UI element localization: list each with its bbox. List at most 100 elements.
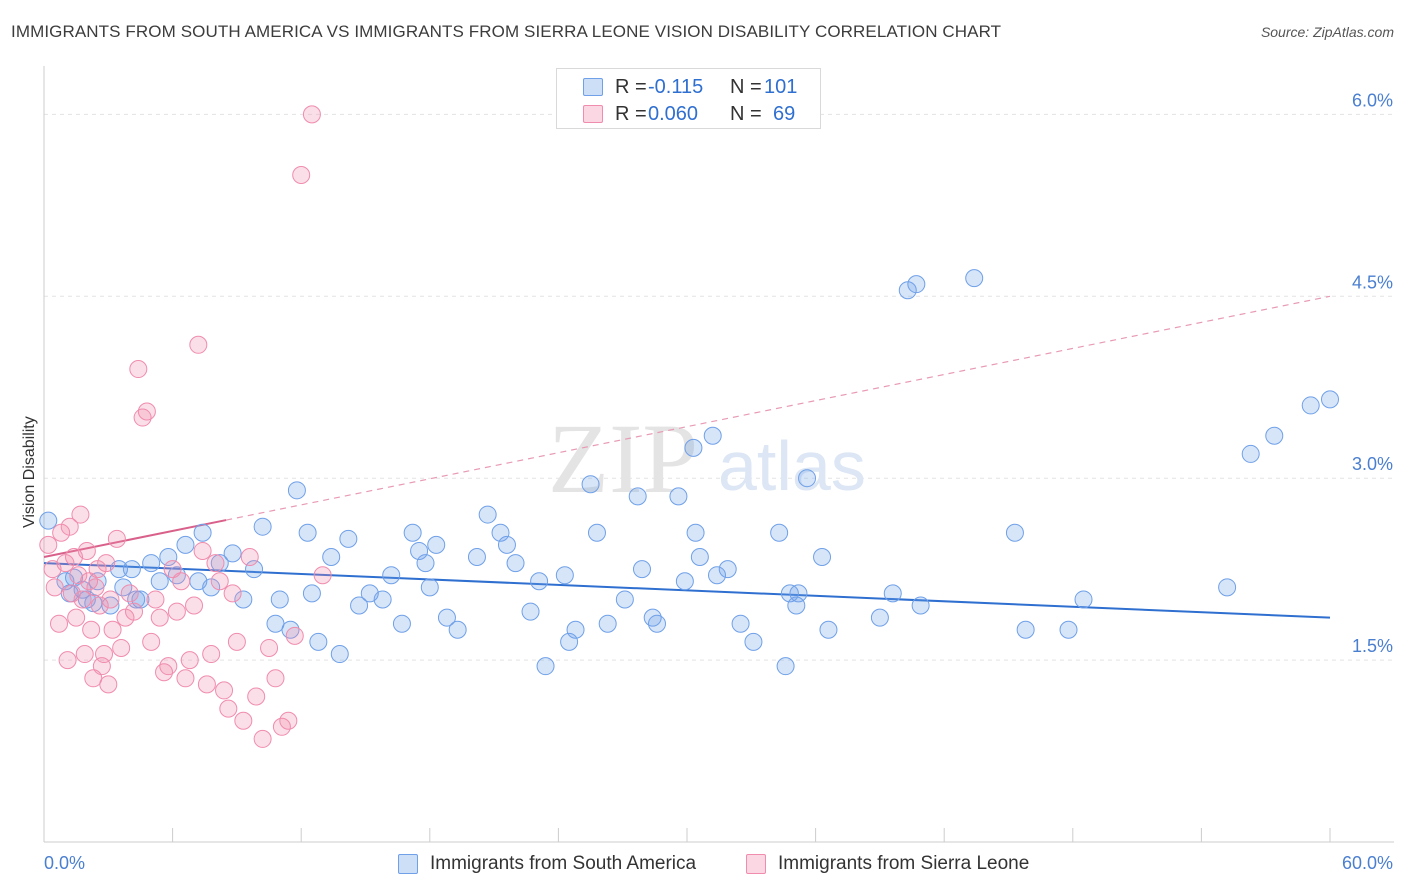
point-south-america (448, 620, 467, 639)
point-south-america (686, 523, 705, 542)
point-south-america (1074, 590, 1093, 609)
legend-r-value: 0.060 (648, 103, 699, 125)
point-sierra-leone (260, 638, 279, 657)
point-sierra-leone (223, 584, 242, 603)
y-tick-label: 3.0% (1352, 454, 1393, 474)
point-south-america (813, 548, 832, 567)
legend-r-value: -0.115 (648, 76, 704, 98)
point-south-america (1218, 578, 1237, 597)
point-south-america (497, 535, 516, 554)
legend-r-label: R = (615, 103, 647, 125)
point-sierra-leone (62, 584, 81, 603)
point-sierra-leone (75, 645, 94, 664)
y-tick-label: 4.5% (1352, 272, 1393, 292)
point-sierra-leone (215, 681, 234, 700)
point-sierra-leone (172, 572, 191, 591)
point-sierra-leone (112, 638, 131, 657)
point-south-america (1265, 426, 1284, 445)
point-sierra-leone (176, 669, 195, 688)
legend-n-label: N = (730, 103, 762, 125)
point-sierra-leone (240, 548, 259, 567)
point-sierra-leone (142, 632, 161, 651)
x-tick-label: 60.0% (1342, 853, 1393, 873)
point-sierra-leone (137, 402, 156, 421)
point-sierra-leone (99, 675, 118, 694)
point-sierra-leone (58, 651, 77, 670)
point-south-america (632, 560, 651, 579)
bottom-legend-label: Immigrants from South America (430, 853, 697, 874)
point-south-america (521, 602, 540, 621)
y-tick-label: 1.5% (1352, 636, 1393, 656)
point-sierra-leone (69, 566, 88, 585)
point-sierra-leone (39, 535, 58, 554)
bottom-legend-swatch-sierra-leone (746, 854, 766, 874)
point-south-america (731, 614, 750, 633)
point-sierra-leone (73, 590, 92, 609)
data-points (39, 105, 1339, 748)
y-axis-label: Vision Disability (21, 416, 38, 528)
point-south-america (870, 608, 889, 627)
point-sierra-leone (247, 687, 266, 706)
x-tick-label: 0.0% (44, 853, 85, 873)
stats-legend: R = -0.115 N = 101 R = 0.060 N = 69 (556, 68, 821, 129)
point-south-america (555, 566, 574, 585)
point-south-america (478, 505, 497, 524)
point-south-america (669, 487, 688, 506)
point-south-america (101, 596, 120, 615)
point-south-america (330, 645, 349, 664)
point-south-america (770, 523, 789, 542)
point-south-america (298, 523, 317, 542)
point-sierra-leone (150, 608, 169, 627)
tick-labels: 1.5% 3.0% 4.5% 6.0% 0.0% 60.0% (44, 90, 1393, 873)
point-south-america (253, 517, 272, 536)
point-south-america (628, 487, 647, 506)
point-south-america (403, 523, 422, 542)
trend-lines (43, 295, 1331, 619)
point-south-america (684, 438, 703, 457)
point-south-america (266, 614, 285, 633)
point-south-america (587, 523, 606, 542)
point-sierra-leone (279, 711, 298, 730)
point-south-america (373, 590, 392, 609)
point-sierra-leone (234, 711, 253, 730)
point-south-america (427, 535, 446, 554)
point-south-america (39, 511, 58, 530)
point-south-america (506, 554, 525, 573)
point-south-america (744, 632, 763, 651)
point-south-america (270, 590, 289, 609)
point-south-america (287, 481, 306, 500)
trend-line-sierra-leone (43, 519, 227, 558)
point-south-america (223, 544, 242, 563)
point-sierra-leone (197, 675, 216, 694)
point-south-america (159, 548, 178, 567)
source-label: Source: ZipAtlas.com (1260, 24, 1394, 40)
point-south-america (467, 548, 486, 567)
legend-n-value: 101 (764, 76, 798, 98)
point-sierra-leone (129, 360, 148, 379)
point-sierra-leone (82, 620, 101, 639)
point-sierra-leone (86, 578, 105, 597)
point-south-america (193, 523, 212, 542)
point-south-america (1059, 620, 1078, 639)
point-south-america (416, 554, 435, 573)
point-sierra-leone (253, 729, 272, 748)
point-south-america (536, 657, 555, 676)
point-south-america (245, 560, 264, 579)
bottom-legend-swatch-south-america (398, 854, 418, 874)
point-sierra-leone (146, 590, 165, 609)
point-south-america (1321, 390, 1339, 409)
point-south-america (309, 632, 328, 651)
point-south-america (1016, 620, 1035, 639)
point-south-america (302, 584, 321, 603)
trend-line-south-america (43, 562, 1331, 619)
legend-n-value: 69 (773, 103, 796, 125)
point-south-america (176, 535, 195, 554)
point-sierra-leone (107, 529, 126, 548)
point-sierra-leone (189, 335, 208, 354)
point-south-america (339, 529, 358, 548)
legend-n-label: N = (730, 76, 762, 98)
point-south-america (615, 590, 634, 609)
point-south-america (703, 426, 722, 445)
point-sierra-leone (180, 651, 199, 670)
